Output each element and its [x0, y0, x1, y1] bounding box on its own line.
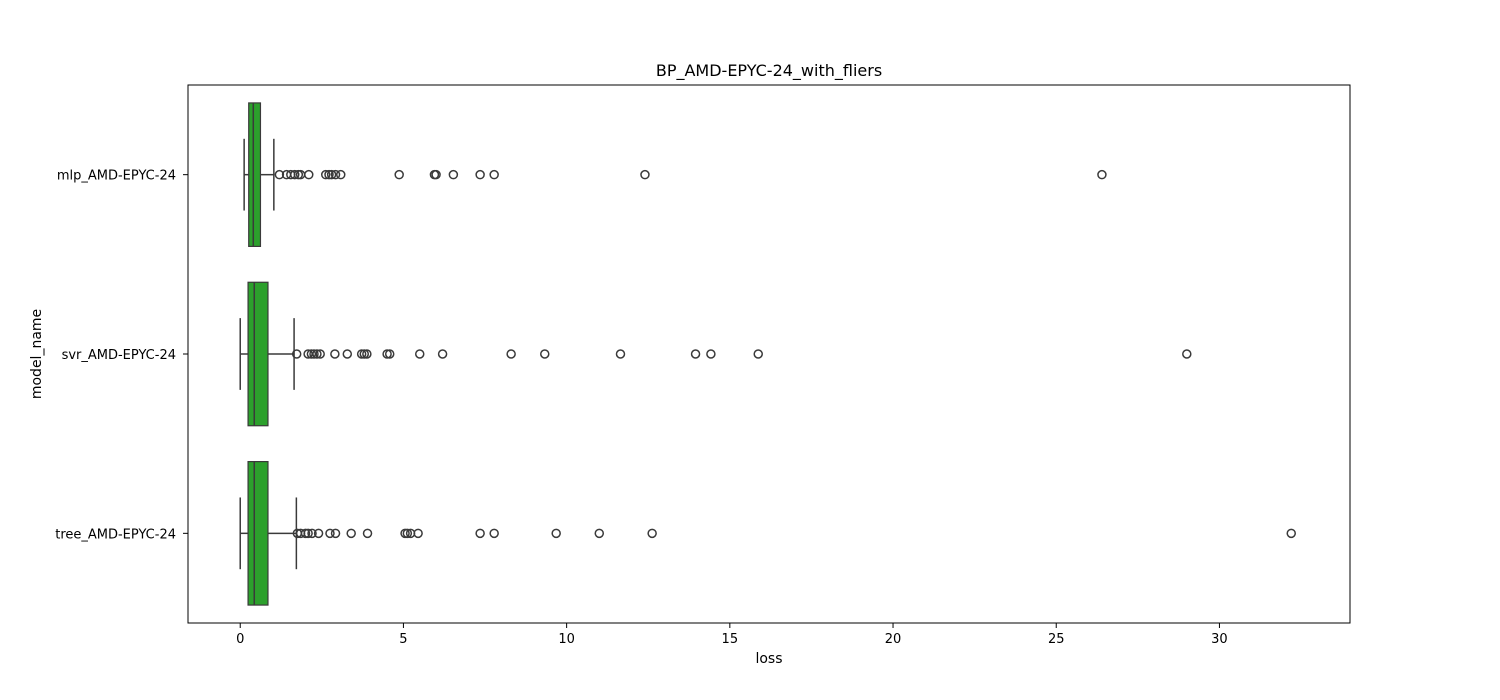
- flier-point: [1182, 349, 1192, 359]
- flier-point: [303, 349, 313, 359]
- flier-point: [330, 169, 341, 180]
- y-tick-label: tree_AMD-EPYC-24: [55, 527, 176, 542]
- box-group: [243, 102, 1107, 247]
- box-group: [239, 461, 1296, 606]
- flier-point: [362, 528, 373, 539]
- flier-point: [325, 528, 335, 539]
- flier-point: [304, 169, 314, 180]
- flier-point: [362, 349, 372, 359]
- flier-point: [551, 528, 561, 539]
- x-tick-label: 5: [399, 632, 407, 647]
- flier-point: [615, 349, 626, 359]
- flier-point: [359, 349, 370, 359]
- flier-point: [506, 349, 516, 359]
- flier-point: [647, 528, 657, 539]
- flier-point: [289, 169, 300, 180]
- flier-point: [291, 349, 302, 359]
- flier-point: [706, 349, 716, 359]
- flier-point: [448, 169, 459, 180]
- x-tick-label: 0: [236, 632, 244, 647]
- flier-point: [384, 349, 395, 359]
- y-tick-label: mlp_AMD-EPYC-24: [57, 169, 176, 184]
- flier-point: [540, 349, 550, 359]
- chart-title: BP_AMD-EPYC-24_with_fliers: [656, 61, 882, 81]
- flier-point: [303, 528, 313, 539]
- y-axis: mlp_AMD-EPYC-24 svr_AMD-EPYC-24 tree_AMD-E…: [55, 169, 188, 542]
- flier-point: [437, 349, 448, 359]
- flier-point: [594, 528, 605, 539]
- flier-point: [324, 169, 334, 180]
- flier-point: [320, 169, 331, 180]
- flier-point: [382, 349, 392, 359]
- flier-point: [489, 528, 499, 539]
- flier-point: [394, 169, 404, 180]
- x-tick-label: 20: [885, 632, 902, 647]
- x-axis: 0 5 10 15 20 25 30: [236, 623, 1228, 647]
- x-tick-label: 15: [722, 632, 739, 647]
- x-tick-label: 10: [558, 632, 575, 647]
- flier-point: [431, 169, 441, 180]
- box: [247, 281, 269, 427]
- y-axis-label: model_name: [29, 309, 45, 399]
- x-tick-label: 25: [1048, 632, 1065, 647]
- flier-point: [489, 169, 499, 180]
- box: [248, 102, 262, 247]
- x-axis-label: loss: [755, 651, 782, 667]
- y-tick-label: svr_AMD-EPYC-24: [62, 348, 176, 363]
- flier-point: [413, 528, 423, 539]
- flier-point: [1097, 169, 1107, 180]
- flier-point: [414, 349, 425, 359]
- flier-point: [312, 349, 322, 359]
- box: [247, 461, 269, 606]
- flier-point: [307, 528, 317, 539]
- flier-point: [753, 349, 763, 359]
- flier-point: [306, 349, 317, 359]
- flier-point: [475, 169, 485, 180]
- box-group: [239, 281, 1192, 427]
- plot-area: [239, 102, 1296, 606]
- flier-point: [342, 349, 353, 359]
- flier-point: [309, 349, 319, 359]
- x-tick-label: 30: [1211, 632, 1228, 647]
- flier-point: [1286, 528, 1296, 539]
- flier-point: [640, 169, 650, 180]
- flier-point: [315, 349, 325, 359]
- flier-point: [274, 169, 285, 180]
- flier-point: [356, 349, 367, 359]
- flier-point: [336, 169, 346, 180]
- flier-point: [326, 169, 337, 180]
- flier-point: [346, 528, 356, 539]
- flier-point: [300, 528, 311, 539]
- flier-point: [475, 528, 485, 539]
- flier-point: [690, 349, 701, 359]
- flier-point: [330, 528, 341, 539]
- flier-point: [313, 528, 324, 539]
- flier-point: [402, 528, 413, 539]
- flier-point: [330, 349, 340, 359]
